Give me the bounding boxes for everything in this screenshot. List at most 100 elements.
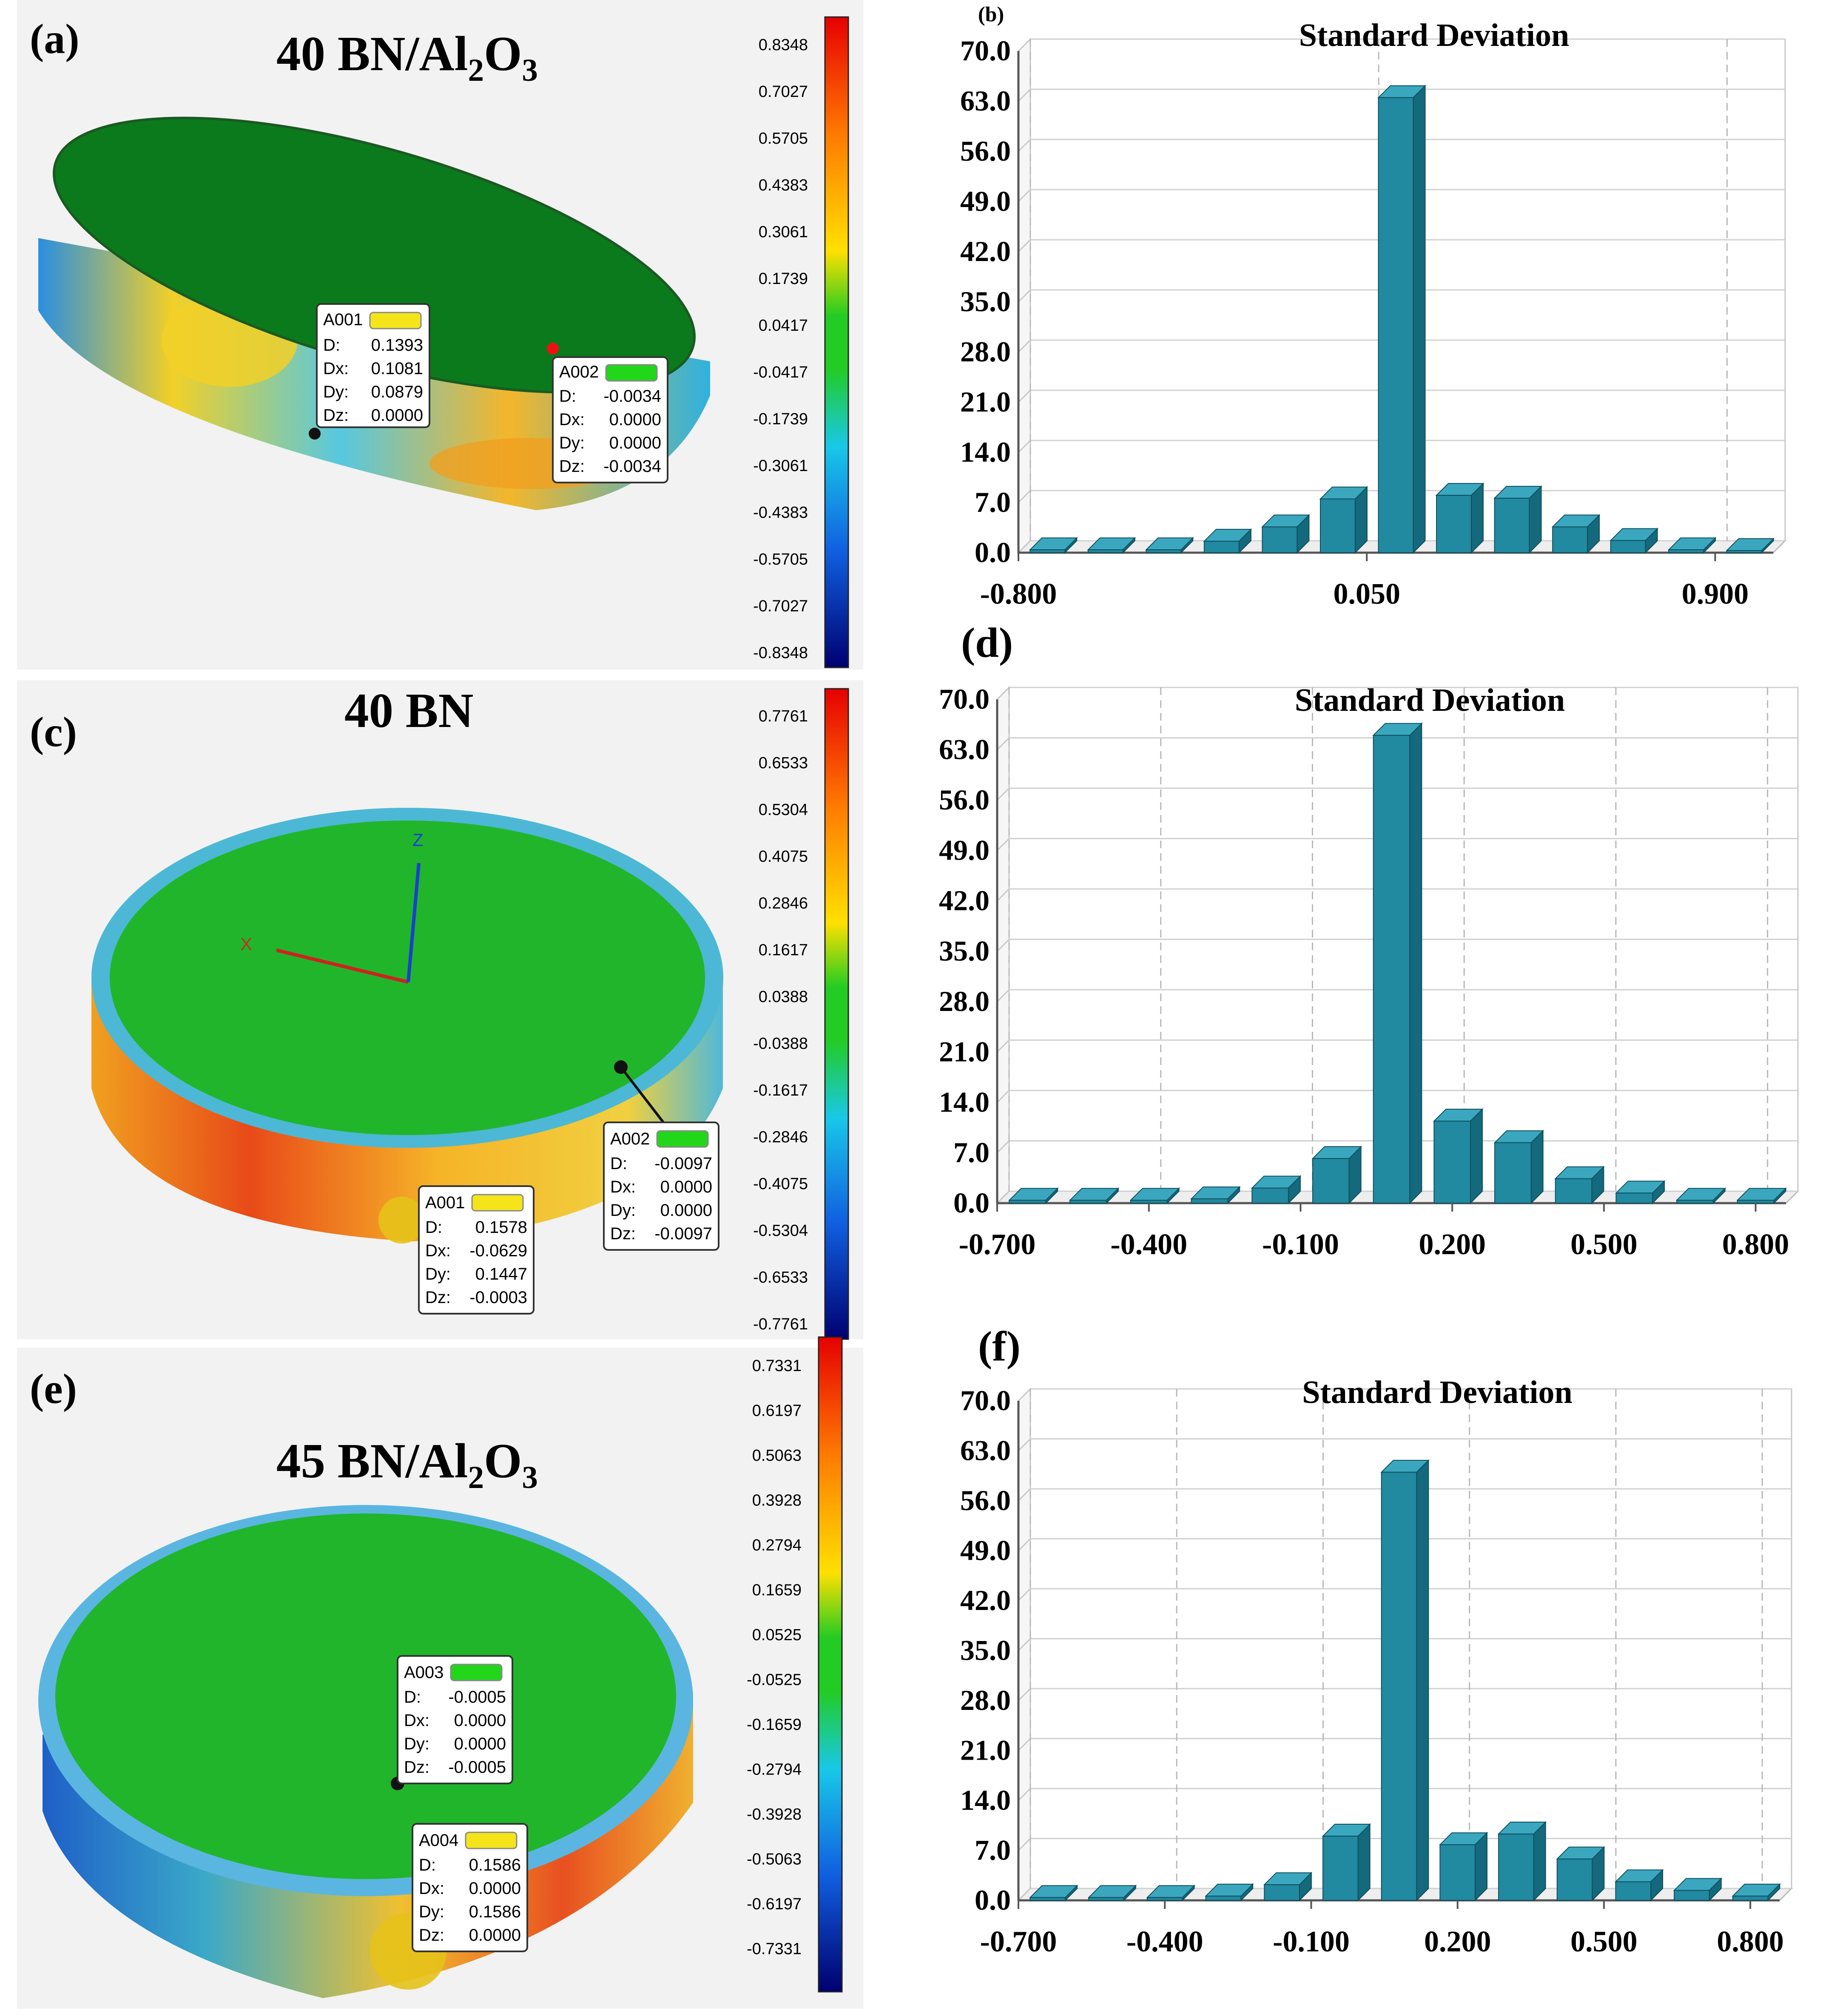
callout-d-value: -0.0005 <box>448 1688 506 1707</box>
callout-dy-label: Dy: <box>425 1265 451 1283</box>
bar <box>1377 85 1426 554</box>
callout-a002[interactable]: A002 D: -0.0034 Dx: 0.0000 Dy: 0.0000 Dz… <box>552 356 668 483</box>
y-tick-label: 56.0 <box>939 784 990 816</box>
bar-front <box>1029 549 1066 554</box>
chart-gridline-diag <box>1018 1838 1031 1851</box>
bar-front <box>1498 1833 1534 1901</box>
callout-tag: A002 <box>610 1130 650 1148</box>
callout-tag: A002 <box>559 363 599 381</box>
chart-title: Standard Deviation <box>1299 17 1570 53</box>
callout-dx-value: 0.0000 <box>660 1178 712 1196</box>
x-tick-label: -0.100 <box>1262 1228 1339 1261</box>
color-scale-label: -0.1739 <box>753 410 808 428</box>
bar <box>1380 1459 1430 1902</box>
chart-gridline-diag <box>1018 1538 1031 1551</box>
y-tick-label: 28.0 <box>960 1684 1011 1716</box>
callout-swatch <box>656 1130 709 1148</box>
y-tick-label: 14.0 <box>939 1086 990 1118</box>
callout-dx-label: Dx: <box>425 1241 451 1260</box>
bar-front <box>1320 498 1356 553</box>
bar-front <box>1130 1200 1168 1204</box>
bar <box>1008 1187 1059 1204</box>
callout-box <box>552 356 668 483</box>
bar-front <box>1555 1178 1592 1204</box>
bar <box>1319 486 1368 554</box>
callout-dx-label: Dx: <box>559 410 585 429</box>
color-scale-label: -0.6197 <box>747 1895 802 1913</box>
panel-a-letter: (a) <box>30 15 80 62</box>
color-scale-label: 0.2794 <box>752 1536 802 1554</box>
y-tick-label: 14.0 <box>960 436 1011 468</box>
callout-e-a004[interactable]: A004 D: 0.1586 Dx: 0.0000 Dy: 0.1586 Dz:… <box>412 1823 528 1952</box>
bar-front <box>1556 1858 1593 1901</box>
color-scale-label: -0.5304 <box>753 1222 808 1240</box>
y-tick-label: 7.0 <box>975 1834 1011 1866</box>
y-tick-label: 49.0 <box>939 834 990 866</box>
y-tick-label: 35.0 <box>960 285 1011 318</box>
chart-title: Standard Deviation <box>1302 1374 1573 1410</box>
y-tick-label: 70.0 <box>960 1384 1011 1417</box>
callout-e-a003[interactable]: A003 D: -0.0005 Dx: 0.0000 Dy: 0.0000 Dz… <box>397 1655 513 1784</box>
chart-d: (d) 0.0 7.0 14.0 21.0 28.0 35.0 42.0 49.0 56.0 63.… <box>939 619 1800 1261</box>
color-scale-bar <box>818 1336 843 1993</box>
bar <box>1615 1868 1664 1902</box>
marker-a001[interactable] <box>309 428 321 440</box>
bar-front <box>1191 1198 1228 1204</box>
bar <box>1145 537 1194 554</box>
callout-c-a002[interactable]: A002 D: -0.0097 Dx: 0.0000 Dy: 0.0000 Dz… <box>603 1122 719 1251</box>
callout-dz-value: -0.0003 <box>469 1288 527 1307</box>
bar <box>1087 537 1136 554</box>
chart-panel-letter: (d) <box>961 619 1013 666</box>
callout-dz-value: -0.0005 <box>448 1758 506 1777</box>
bar <box>1190 1186 1241 1204</box>
bar-side <box>1416 1459 1429 1902</box>
y-tick-label: 56.0 <box>960 1484 1011 1516</box>
color-scale-label: 0.1617 <box>759 941 808 959</box>
callout-dz-label: Dz: <box>419 1926 444 1945</box>
chart-gridline-diag <box>1018 339 1031 353</box>
chart-gridline-diag <box>1018 1388 1031 1402</box>
callout-dy-value: 0.1586 <box>469 1902 521 1921</box>
bar-front <box>1069 1200 1107 1204</box>
color-scale-label: 0.3928 <box>752 1492 802 1510</box>
callout-dy-label: Dy: <box>323 383 349 401</box>
panel-e: (e) 45 BN/Al2O3 A003 D: -0.0005 Dx: 0.00… <box>17 1336 863 2009</box>
callout-dx-value: 0.0000 <box>609 410 661 429</box>
x-tick-label: 0.800 <box>1722 1228 1789 1261</box>
x-tick-label: -0.700 <box>959 1228 1036 1261</box>
color-scale-label: -0.0417 <box>753 363 808 381</box>
x-tick-label: -0.400 <box>1110 1228 1187 1261</box>
axis-x-line <box>276 948 409 984</box>
bar <box>1551 514 1601 554</box>
bar <box>1493 1130 1544 1204</box>
bar <box>1029 537 1078 554</box>
bar <box>1069 1187 1120 1204</box>
callout-tag: A001 <box>323 310 363 329</box>
color-scale-label: -0.8348 <box>753 644 808 662</box>
specimen-e-top <box>55 1513 676 1879</box>
callout-dz-label: Dz: <box>323 406 349 425</box>
bar-front <box>1439 1844 1476 1901</box>
callout-swatch <box>605 364 658 382</box>
color-scale-label: -0.3928 <box>747 1806 802 1823</box>
y-tick-label: 35.0 <box>960 1634 1011 1667</box>
bar-front <box>1436 495 1472 553</box>
marker-a002[interactable] <box>547 343 559 355</box>
bar <box>1251 1175 1302 1204</box>
bar-front <box>1676 1200 1714 1204</box>
color-scale-label: 0.4383 <box>759 176 808 194</box>
y-tick-label: 28.0 <box>939 985 990 1017</box>
bar-front <box>1262 526 1298 554</box>
marker-a001[interactable] <box>378 1197 425 1244</box>
callout-a001[interactable]: A001 D: 0.1393 Dx: 0.1081 Dy: 0.0879 Dz:… <box>316 303 430 428</box>
color-scale-label: 0.2846 <box>759 894 808 912</box>
bar-front <box>1087 549 1123 554</box>
bar-front <box>1552 526 1588 554</box>
bar <box>1087 1884 1137 1902</box>
chart-gridline-diag <box>1018 1638 1031 1651</box>
bar-front <box>1732 1895 1769 1901</box>
callout-c-a001[interactable]: A001 D: 0.1578 Dx: -0.0629 Dy: 0.1447 Dz… <box>418 1185 535 1315</box>
callout-dy-label: Dy: <box>559 434 585 452</box>
x-tick-label: 0.050 <box>1333 578 1400 610</box>
